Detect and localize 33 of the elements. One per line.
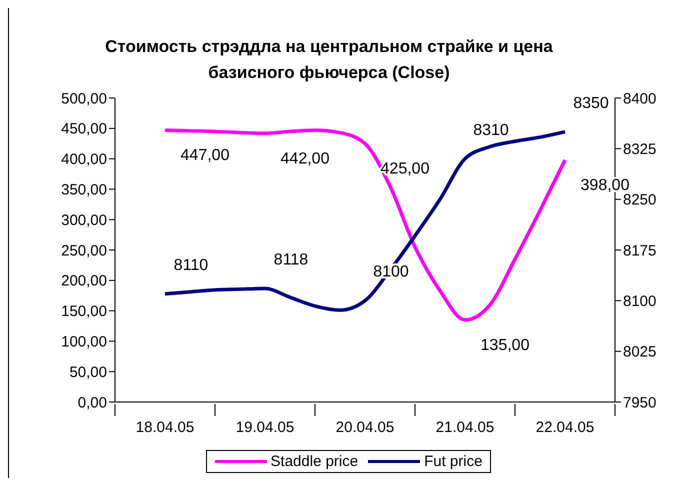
y2-tick-label: 8325 xyxy=(623,140,656,158)
legend-label: Staddle price xyxy=(270,453,358,470)
chart-title: Стоимость стрэддла на центральном страйке и цена базисного фьючерса (Close) xyxy=(104,36,554,84)
y-tick-label: 150,00 xyxy=(61,303,107,320)
y2-tick-label: 7950 xyxy=(623,394,656,412)
x-tick-label: 20.04.05 xyxy=(336,419,394,436)
data-label: 8350 xyxy=(573,94,609,112)
legend-label: Fut price xyxy=(424,453,482,470)
x-tick-label: 21.04.05 xyxy=(436,419,494,436)
y2-tick-label: 8175 xyxy=(623,242,656,260)
data-label: 8118 xyxy=(274,252,308,269)
data-label: 8110 xyxy=(174,256,208,274)
y-tick-label: 400,00 xyxy=(61,151,107,168)
y-tick-label: 500,00 xyxy=(61,90,107,108)
y-tick-label: 0,00 xyxy=(78,394,107,412)
y2-tick-label: 8025 xyxy=(623,344,656,361)
y-tick-label: 100,00 xyxy=(61,334,107,351)
y2-tick-label: 8250 xyxy=(623,192,656,209)
y2-tick-label: 8400 xyxy=(623,90,656,108)
y-tick-label: 250,00 xyxy=(61,242,107,260)
y-tick-label: 450,00 xyxy=(61,120,107,138)
y-tick-label: 50,00 xyxy=(69,364,107,381)
data-label: 135,00 xyxy=(480,336,530,354)
x-tick-label: 22.04.05 xyxy=(536,419,594,436)
y-tick-label: 350,00 xyxy=(61,182,107,199)
y2-tick-label: 8100 xyxy=(623,292,656,310)
y-tick-label: 200,00 xyxy=(61,272,107,290)
x-tick-label: 19.04.05 xyxy=(236,419,294,436)
x-tick-label: 18.04.05 xyxy=(136,419,194,436)
y-tick-label: 300,00 xyxy=(61,212,107,229)
data-label: 442,00 xyxy=(280,150,330,168)
data-label: 447,00 xyxy=(180,147,230,164)
data-label: 8310 xyxy=(473,122,509,139)
